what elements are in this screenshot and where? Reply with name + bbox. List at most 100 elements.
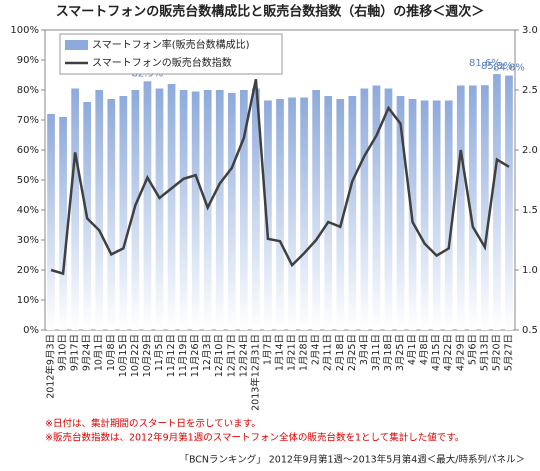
x-tick-label: 11月5日 (154, 334, 165, 371)
source: 「BCNランキング」 2012年9月第1週〜2013年5月第4週＜最大/時系列パ… (179, 454, 525, 466)
x-tick-label: 10月29日 (142, 334, 153, 377)
x-tick-label: 9月17日 (70, 334, 81, 371)
bar (360, 88, 369, 330)
bar (107, 99, 116, 330)
bar (288, 97, 296, 330)
x-tick-label: 1月28日 (299, 334, 310, 371)
x-tick-label: 2012年9月3日 (45, 334, 57, 399)
y-tick-label: 90% (17, 55, 39, 66)
x-tick-label: 1月14日 (275, 334, 286, 371)
bar (95, 90, 104, 330)
y-tick-label: 20% (17, 265, 39, 276)
bar (191, 91, 200, 330)
y-tick-label: 30% (17, 235, 39, 246)
bar (143, 81, 152, 330)
y-tick-label: 80% (17, 85, 39, 96)
legend-label: スマートフォンの販売台数指数 (92, 56, 232, 69)
y2-tick-label: 3.0 (522, 25, 538, 36)
x-tick-label: 12月10日 (214, 334, 225, 377)
note: ※日付は、集計期間のスタート日を示しています。 (45, 418, 261, 430)
x-tick-label: 11月19日 (178, 334, 189, 377)
x-tick-label: 2月18日 (335, 334, 346, 371)
y2-tick-label: 1.0 (522, 265, 538, 276)
value-label: 85.3% (481, 61, 513, 72)
x-tick-label: 12月3日 (202, 334, 213, 371)
x-tick-label: 4月1日 (407, 334, 418, 365)
y2-tick-label: 0.5 (522, 325, 538, 336)
bar (167, 84, 176, 330)
bar (384, 88, 393, 330)
x-tick-label: 4月15日 (431, 334, 442, 371)
bar (336, 99, 345, 330)
x-tick-label: 12月24日 (238, 334, 249, 377)
bar (493, 74, 501, 330)
bar (47, 114, 55, 330)
bar (312, 90, 321, 330)
bar (432, 100, 441, 330)
y-tick-label: 100% (10, 25, 39, 36)
x-tick-label: 4月22日 (443, 334, 454, 371)
bar (372, 85, 381, 330)
bar (227, 93, 236, 330)
y-tick-label: 50% (17, 175, 39, 186)
x-tick-label: 5月13日 (479, 334, 490, 371)
bar (396, 96, 405, 330)
x-tick-label: 5月6日 (467, 334, 478, 365)
x-tick-label: 2月25日 (347, 334, 358, 371)
x-tick-label: 2013年12月31日 (249, 334, 261, 411)
bar (71, 88, 79, 330)
x-tick-label: 4月29日 (455, 334, 466, 371)
y2-tick-label: 2.0 (522, 145, 538, 156)
bar (456, 85, 465, 330)
x-tick-label: 10月22日 (130, 334, 141, 377)
y-tick-label: 60% (17, 145, 39, 156)
x-tick-label: 9月10日 (58, 334, 69, 371)
bar (300, 97, 308, 330)
bar (131, 90, 140, 330)
y-tick-label: 40% (17, 205, 39, 216)
bar (264, 100, 272, 330)
x-tick-label: 11月12日 (166, 334, 177, 377)
x-tick-label: 4月8日 (419, 334, 430, 365)
x-tick-label: 2月4日 (311, 334, 322, 365)
bar (215, 90, 224, 330)
x-tick-label: 1月21日 (287, 334, 298, 371)
y2-tick-label: 1.5 (522, 205, 538, 216)
x-tick-label: 5月27日 (503, 334, 514, 371)
x-tick-label: 10月15日 (118, 334, 129, 377)
bar (179, 90, 188, 330)
legend-swatch (65, 40, 88, 50)
x-tick-label: 5月20日 (491, 334, 502, 371)
bar (119, 96, 128, 330)
y2-tick-label: 2.5 (522, 85, 538, 96)
y-tick-label: 0% (23, 325, 39, 336)
x-tick-label: 12月17日 (226, 334, 237, 377)
bar (468, 85, 477, 330)
y-tick-label: 70% (17, 115, 39, 126)
x-tick-label: 10月8日 (106, 334, 117, 371)
x-tick-label: 3月25日 (395, 334, 406, 371)
x-tick-label: 10月1日 (94, 334, 105, 371)
value-label: 84.8% (493, 63, 525, 74)
x-tick-label: 3月18日 (383, 334, 394, 371)
bar (348, 96, 357, 330)
x-tick-label: 3月11日 (371, 334, 382, 371)
bar (59, 117, 67, 330)
bar (420, 100, 429, 330)
legend-box (59, 33, 283, 75)
line (50, 78, 510, 276)
x-tick-label: 9月24日 (82, 334, 93, 371)
bar (481, 85, 489, 330)
bar (444, 100, 453, 330)
chart-title: スマートフォンの販売台数構成比と販売台数指数（右軸）の推移＜週次＞ (56, 4, 485, 20)
bar (276, 99, 284, 330)
value-label: 81.6% (469, 58, 501, 69)
x-tick-label: 2月11日 (323, 334, 334, 371)
bar (324, 96, 333, 330)
legend-label: スマートフォン率(販売台数構成比) (92, 38, 250, 51)
bar (239, 90, 248, 330)
y-tick-label: 10% (17, 295, 39, 306)
x-tick-label: 1月7日 (262, 334, 273, 365)
x-tick-label: 3月4日 (359, 334, 370, 365)
